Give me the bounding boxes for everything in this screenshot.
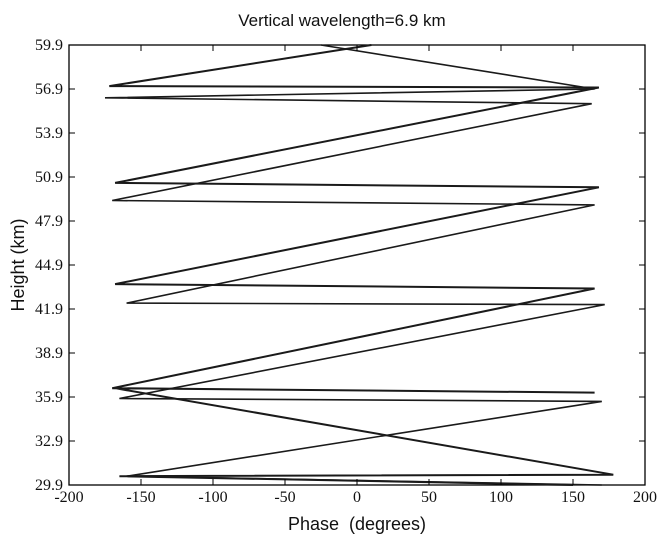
series-line-1: [109, 44, 614, 486]
y-tick-label: 44.9: [35, 257, 63, 274]
y-tick-label: 50.9: [35, 169, 63, 186]
x-tick-label: -200: [54, 489, 83, 506]
series-line-2: [104, 44, 605, 486]
x-tick-label: 50: [421, 489, 437, 506]
y-tick-label: 56.9: [35, 81, 63, 98]
x-tick-label: -50: [274, 489, 295, 506]
y-tick-label: 38.9: [35, 345, 63, 362]
y-axis-label: Height (km): [8, 218, 28, 311]
x-tick-label: 100: [489, 489, 513, 506]
y-tick-label: 29.9: [35, 477, 63, 494]
y-tick-label: 59.9: [35, 37, 63, 54]
x-axis-label: Phase (degrees): [288, 514, 426, 534]
chart-title: Vertical wavelength=6.9 km: [238, 11, 445, 30]
y-tick-label: 47.9: [35, 213, 63, 230]
x-tick-label: 200: [633, 489, 657, 506]
y-axis: 29.9 32.9 35.9 38.9 41.9 44.9 47.9 50.9 53.9 56.9…: [35, 37, 645, 494]
y-tick-label: 53.9: [35, 125, 63, 142]
x-tick-label: -100: [198, 489, 227, 506]
y-tick-label: 35.9: [35, 389, 63, 406]
series-layer: [104, 44, 614, 486]
x-axis: -200 -150 -100 -50 0 50 100 150 200: [54, 45, 657, 506]
x-tick-label: 150: [561, 489, 585, 506]
y-tick-label: 41.9: [35, 301, 63, 318]
x-tick-label: -150: [126, 489, 155, 506]
x-tick-label: 0: [353, 489, 361, 506]
y-tick-label: 32.9: [35, 433, 63, 450]
